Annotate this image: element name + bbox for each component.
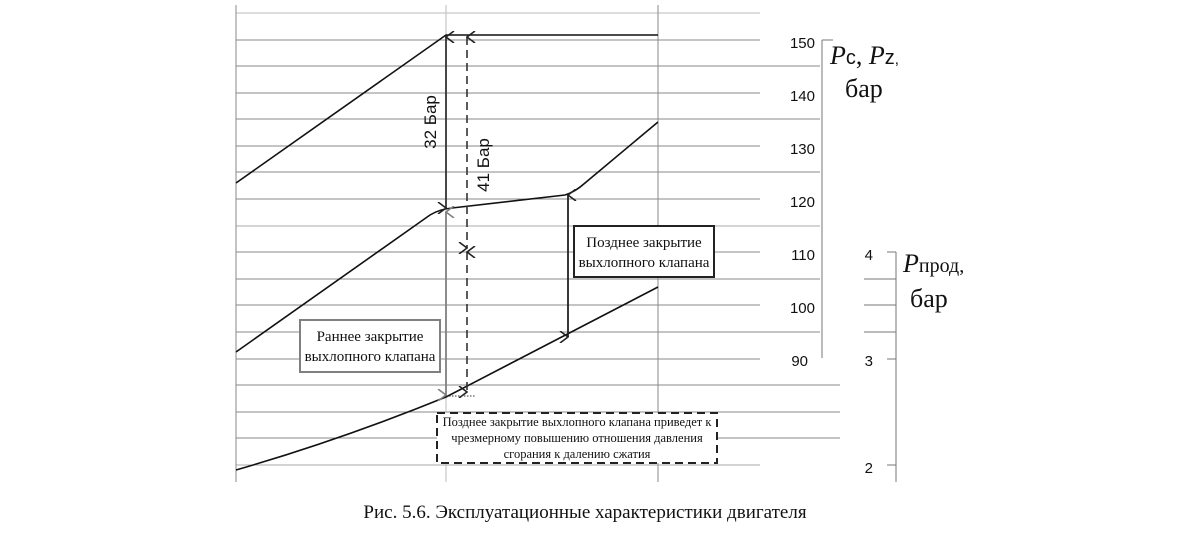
svg-text:выхлопного клапана: выхлопного клапана (579, 255, 710, 271)
svg-text:бар: бар (910, 284, 948, 313)
svg-text:90: 90 (791, 353, 808, 370)
svg-text:150: 150 (790, 35, 815, 52)
svg-text:Раннее закрытие: Раннее закрытие (317, 329, 424, 345)
scavenge-pressure-axis (864, 251, 897, 482)
svg-text:3: 3 (865, 353, 873, 370)
early-closure-box: Раннее закрытие выхлопного клапана (299, 319, 441, 373)
label-41-bar: 41 Бар (474, 138, 493, 192)
warning-note-box: Позднее закрытие выхлопного клапана прив… (436, 412, 718, 464)
svg-text:130: 130 (790, 141, 815, 158)
svg-text:Позднее закрытие выхлопного кл: Позднее закрытие выхлопного клапана прив… (443, 415, 713, 429)
right-axis-title: Pпрод, бар (902, 249, 964, 313)
late-closure-box: Позднее закрытие выхлопного клапана (573, 225, 715, 278)
svg-text:сгорания к далению сжатия: сгорания к далению сжатия (504, 447, 651, 461)
svg-text:чрезмерному повышению отношени: чрезмерному повышению отношения давления (451, 431, 703, 445)
svg-text:Pпрод,: Pпрод, (902, 249, 964, 278)
figure-caption: Рис. 5.6. Эксплуатационные характеристик… (363, 502, 806, 523)
right-axis-ticks: 4 3 2 (865, 247, 873, 477)
svg-text:120: 120 (790, 194, 815, 211)
arrow-41-bar (446, 37, 476, 396)
svg-text:Позднее закрытие: Позднее закрытие (586, 235, 702, 251)
svg-text:110: 110 (791, 247, 815, 264)
pz-curve (235, 34, 658, 184)
label-32-bar: 32 Бар (421, 95, 440, 149)
svg-text:140: 140 (790, 88, 815, 105)
left-axis-title: Pc, Pz, бар (829, 41, 899, 103)
svg-text:4: 4 (865, 247, 873, 264)
svg-text:бар: бар (845, 74, 883, 103)
svg-text:100: 100 (790, 300, 815, 317)
left-axis-ticks: 150 140 130 120 110 100 90 (790, 35, 815, 370)
svg-text:Pc, Pz,: Pc, Pz, (829, 41, 899, 70)
grid-lines (235, 5, 840, 482)
left-pressure-axis (821, 39, 833, 358)
svg-text:2: 2 (865, 460, 873, 477)
pscav-curve (235, 286, 659, 471)
svg-text:выхлопного клапана: выхлопного клапана (305, 349, 436, 365)
pc-curve (235, 121, 659, 353)
